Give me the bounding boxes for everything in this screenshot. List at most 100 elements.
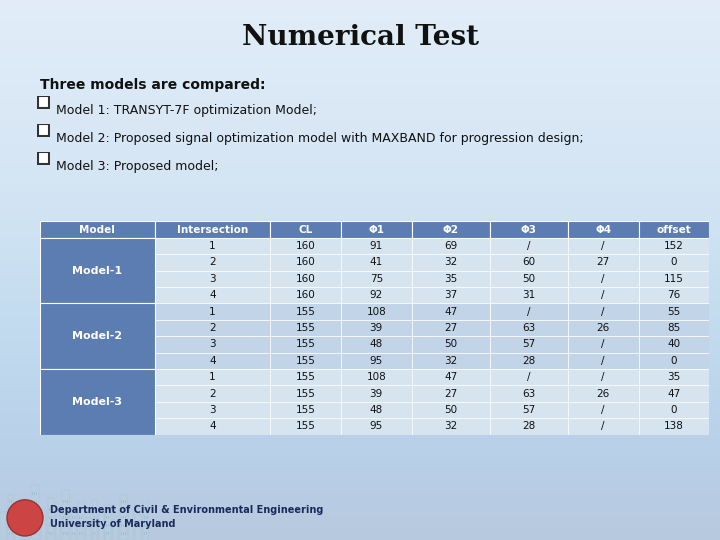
Bar	[121, 516, 122, 519]
Bar	[270, 221, 341, 238]
Text: 95: 95	[369, 422, 383, 431]
Bar	[121, 500, 122, 503]
Bar	[144, 508, 145, 511]
Bar	[108, 524, 109, 527]
Text: 155: 155	[296, 307, 315, 316]
Bar	[412, 238, 490, 254]
Bar	[25, 524, 26, 527]
Bar	[341, 287, 412, 303]
Bar	[113, 520, 118, 540]
Bar	[341, 336, 412, 353]
Text: 48: 48	[369, 405, 383, 415]
Text: 160: 160	[296, 290, 315, 300]
Bar	[568, 254, 639, 271]
Bar	[108, 532, 109, 535]
Bar	[639, 418, 709, 435]
Bar	[49, 516, 50, 519]
Bar	[51, 508, 53, 511]
Bar	[67, 524, 68, 527]
Text: 3: 3	[210, 274, 216, 284]
Bar	[341, 386, 412, 402]
Bar	[412, 287, 490, 303]
Bar	[11, 516, 12, 519]
Bar	[146, 532, 147, 535]
Text: 35: 35	[444, 274, 457, 284]
Bar	[65, 516, 66, 519]
Bar	[49, 508, 50, 511]
Bar	[568, 271, 639, 287]
Text: 27: 27	[597, 258, 610, 267]
Text: 47: 47	[667, 389, 680, 399]
Bar	[568, 287, 639, 303]
Bar	[270, 386, 341, 402]
Bar	[341, 271, 412, 287]
Bar	[341, 303, 412, 320]
Text: /: /	[601, 405, 605, 415]
Bar	[155, 254, 270, 271]
Bar	[490, 320, 568, 336]
Bar	[49, 524, 50, 527]
Bar	[568, 238, 639, 254]
Bar	[11, 532, 12, 535]
Bar	[40, 238, 155, 303]
Bar	[27, 532, 28, 535]
Bar	[67, 532, 68, 535]
Bar	[568, 353, 639, 369]
Bar	[106, 532, 107, 535]
Text: 155: 155	[296, 340, 315, 349]
Bar	[36, 500, 37, 503]
Text: 27: 27	[444, 323, 457, 333]
Bar	[490, 238, 568, 254]
Bar	[490, 369, 568, 386]
Text: Numerical Test: Numerical Test	[241, 24, 479, 51]
Bar	[568, 221, 639, 238]
Text: 0: 0	[670, 405, 677, 415]
Bar	[639, 402, 709, 418]
Bar	[135, 515, 141, 540]
Text: Model 3: Proposed model;: Model 3: Proposed model;	[56, 160, 219, 173]
Bar	[121, 524, 122, 527]
Text: /: /	[527, 307, 531, 316]
Bar	[125, 532, 126, 535]
Bar	[490, 303, 568, 320]
Bar	[8, 495, 13, 540]
Bar	[412, 271, 490, 287]
Bar	[32, 532, 33, 535]
Text: 75: 75	[369, 274, 383, 284]
Bar	[74, 516, 75, 519]
Bar	[123, 508, 125, 511]
Bar	[270, 271, 341, 287]
Text: 41: 41	[369, 258, 383, 267]
Text: 160: 160	[296, 274, 315, 284]
Bar	[72, 516, 73, 519]
Bar	[639, 254, 709, 271]
Bar	[9, 532, 10, 535]
Bar	[341, 418, 412, 435]
Text: Φ4: Φ4	[595, 225, 611, 234]
Text: 1: 1	[210, 241, 216, 251]
Text: offset: offset	[657, 225, 691, 234]
Bar	[123, 532, 125, 535]
Text: 92: 92	[369, 290, 383, 300]
Bar	[81, 524, 82, 527]
Text: 3: 3	[210, 405, 216, 415]
Bar	[63, 500, 64, 503]
Bar	[123, 500, 125, 503]
Bar	[412, 353, 490, 369]
Text: /: /	[601, 422, 605, 431]
Bar	[270, 353, 341, 369]
Bar	[412, 254, 490, 271]
Bar	[34, 508, 35, 511]
Text: Model: Model	[79, 225, 115, 234]
Bar	[155, 320, 270, 336]
Bar	[51, 524, 53, 527]
Bar	[341, 254, 412, 271]
Text: 0: 0	[670, 356, 677, 366]
Bar	[639, 353, 709, 369]
Bar	[40, 221, 155, 238]
Bar	[27, 508, 28, 511]
Bar	[155, 402, 270, 418]
Bar	[125, 524, 126, 527]
Text: 26: 26	[597, 389, 610, 399]
Bar	[51, 532, 53, 535]
